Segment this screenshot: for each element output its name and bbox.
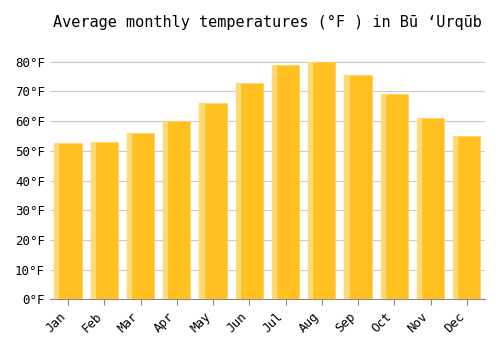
Bar (272, 65, 299, 300)
Bar (417, 118, 421, 300)
Bar (344, 75, 348, 300)
Bar (380, 94, 408, 300)
Bar (308, 62, 312, 300)
Bar (90, 142, 118, 300)
Bar (344, 75, 372, 300)
Bar (90, 142, 94, 300)
Bar (454, 136, 458, 300)
Bar (236, 83, 263, 300)
Bar (272, 65, 276, 300)
Bar (200, 103, 226, 300)
Bar (200, 103, 203, 300)
Bar (54, 144, 58, 300)
Bar (127, 133, 131, 300)
Bar (236, 83, 240, 300)
Bar (54, 144, 82, 300)
Bar (163, 121, 190, 300)
Bar (454, 136, 480, 300)
Bar (417, 118, 444, 300)
Bar (127, 133, 154, 300)
Bar (308, 62, 336, 300)
Bar (163, 121, 168, 300)
Title: Average monthly temperatures (°F ) in Bū ‘Urqūb: Average monthly temperatures (°F ) in Bū… (53, 15, 482, 30)
Bar (380, 94, 385, 300)
